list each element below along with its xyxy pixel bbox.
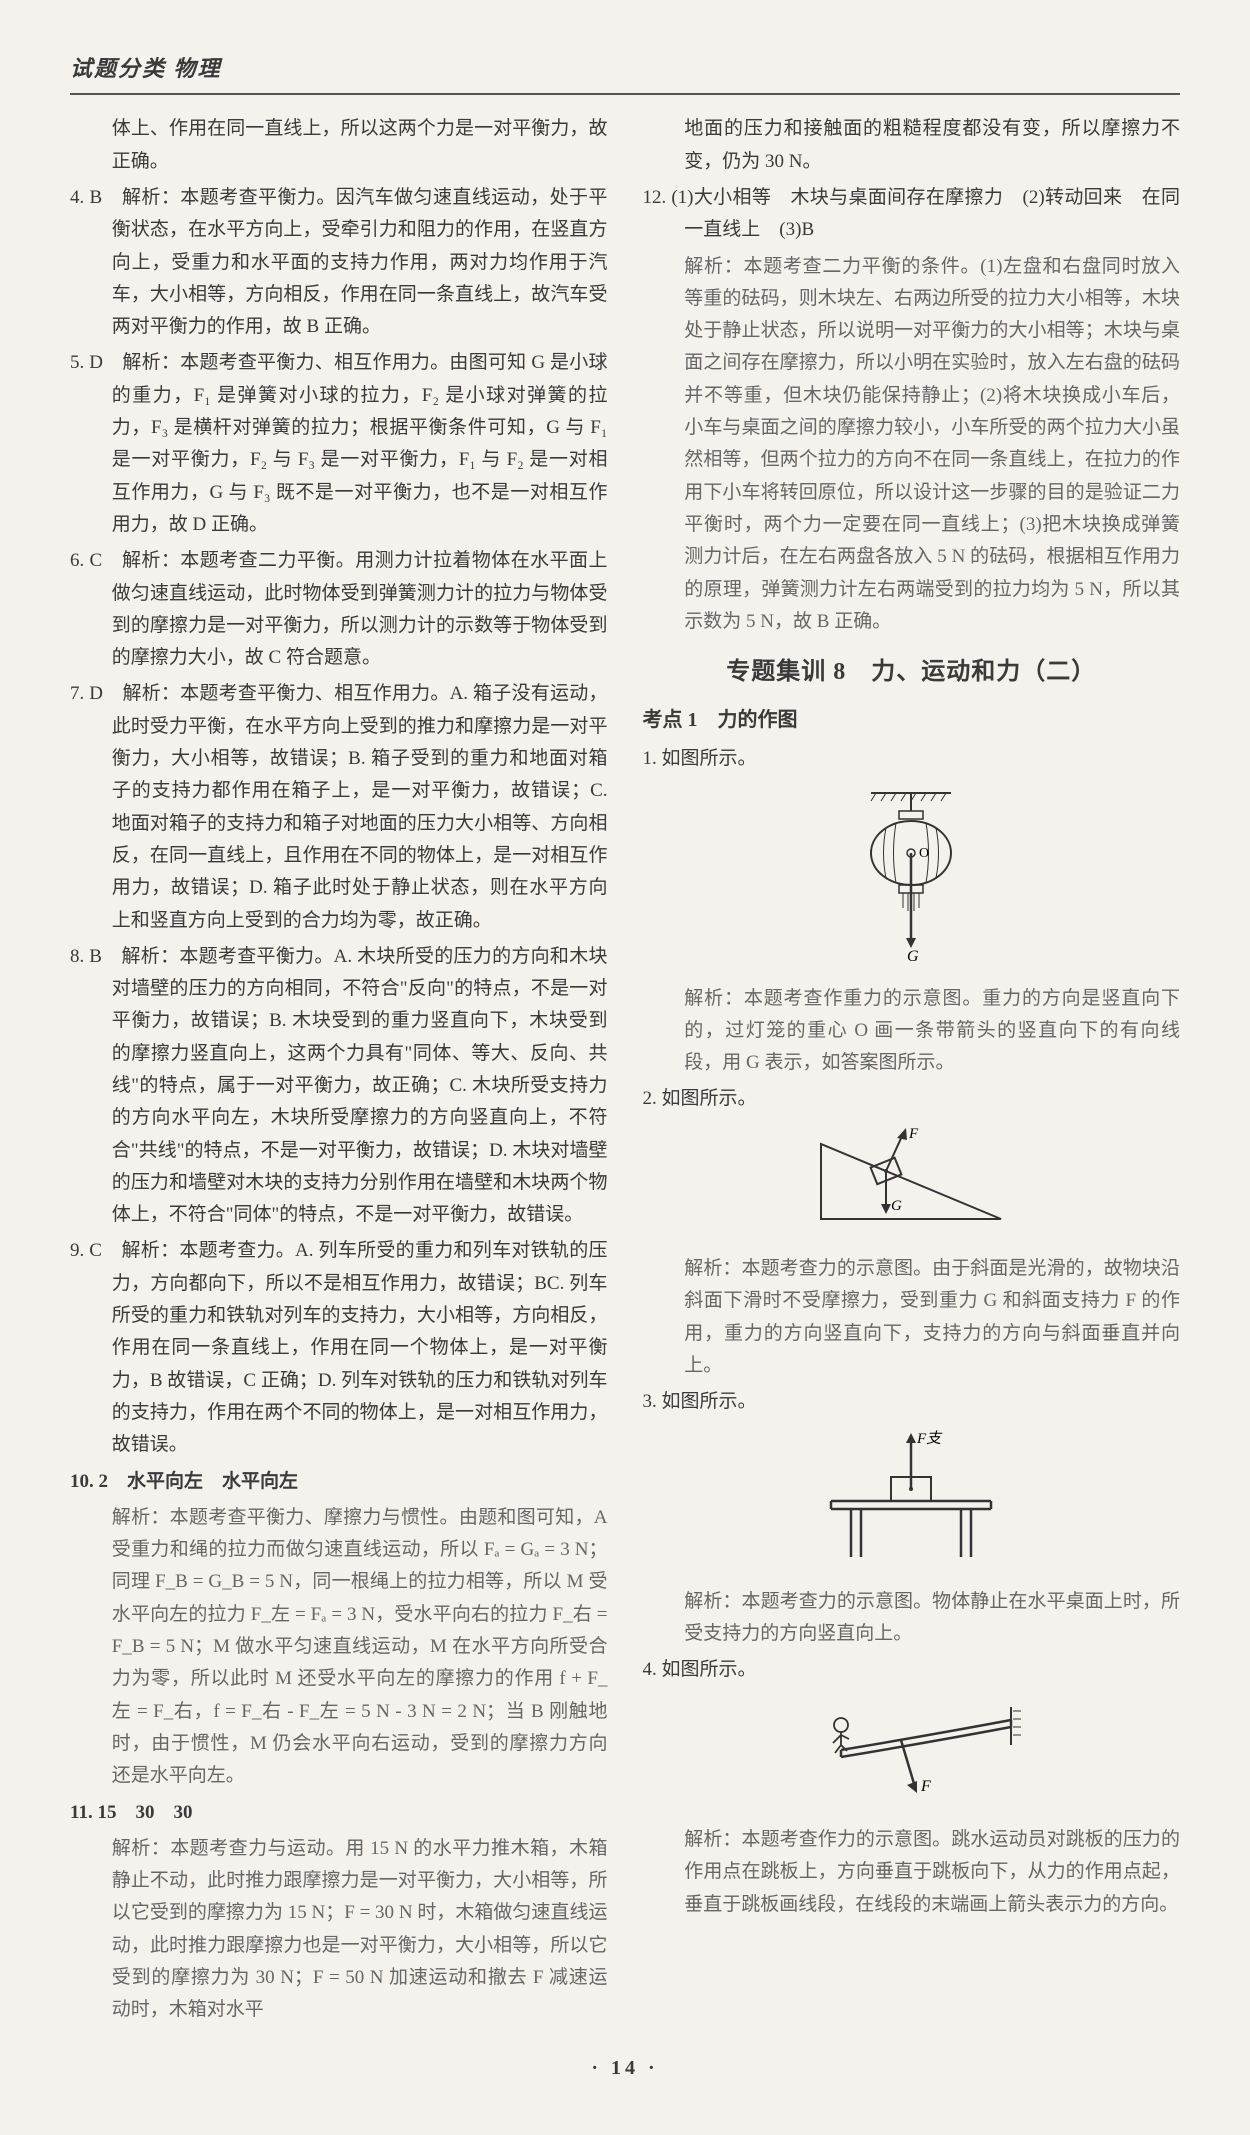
- figure-diving-board: F: [643, 1695, 1181, 1816]
- item-6: 6. C 解析：本题考查二力平衡。用测力计拉着物体在水平面上做匀速直线运动，此时…: [70, 545, 608, 674]
- label-G: G: [907, 948, 919, 963]
- figure-incline: F G: [643, 1124, 1181, 1245]
- kaodian-1: 考点 1 力的作图: [643, 703, 1181, 737]
- item-5: 5. D 解析：本题考查平衡力、相互作用力。由图可知 G 是小球的重力，F₁ 是…: [70, 347, 608, 541]
- right-column: 地面的压力和接触面的粗糙程度都没有变，所以摩擦力不变，仍为 30 N。 12. …: [643, 113, 1181, 2030]
- item-10-analysis: 解析：本题考查平衡力、摩擦力与惯性。由题和图可知，A 受重力和绳的拉力而做匀速直…: [70, 1502, 608, 1793]
- q4: 4. 如图所示。: [643, 1654, 1181, 1686]
- label-F: F: [920, 1778, 931, 1795]
- item-12-answer: 12. (1)大小相等 木块与桌面间存在摩擦力 (2)转动回来 在同一直线上 (…: [643, 182, 1181, 247]
- item-10-answer: 10. 2 水平向左 水平向左: [70, 1466, 608, 1498]
- q3: 3. 如图所示。: [643, 1386, 1181, 1418]
- figure-table: F支: [643, 1427, 1181, 1578]
- item-3-continuation: 体上、作用在同一直线上，所以这两个力是一对平衡力，故正确。: [70, 113, 608, 178]
- section-title: 专题集训 8 力、运动和力（二）: [643, 652, 1181, 693]
- q2-analysis: 解析：本题考查力的示意图。由于斜面是光滑的，故物块沿斜面下滑时不受摩擦力，受到重…: [643, 1253, 1181, 1382]
- item-11-analysis: 解析：本题考查力与运动。用 15 N 的水平力推木箱，木箱静止不动，此时推力跟摩…: [70, 1833, 608, 2027]
- label-O: O: [919, 846, 929, 861]
- item-8: 8. B 解析：本题考查平衡力。A. 木块所受的压力的方向和木块对墙壁的压力的方…: [70, 941, 608, 1232]
- q3-analysis: 解析：本题考查力的示意图。物体静止在水平桌面上时，所受支持力的方向竖直向上。: [643, 1586, 1181, 1651]
- item-12-analysis: 解析：本题考查二力平衡的条件。(1)左盘和右盘同时放入等重的砝码，则木块左、右两…: [643, 251, 1181, 639]
- item-4: 4. B 解析：本题考查平衡力。因汽车做匀速直线运动，处于平衡状态，在水平方向上…: [70, 182, 608, 343]
- q2: 2. 如图所示。: [643, 1083, 1181, 1115]
- item-7: 7. D 解析：本题考查平衡力、相互作用力。A. 箱子没有运动，此时受力平衡，在…: [70, 678, 608, 936]
- q1: 1. 如图所示。: [643, 743, 1181, 775]
- page-header: 试题分类 物理: [70, 50, 1180, 95]
- two-column-layout: 体上、作用在同一直线上，所以这两个力是一对平衡力，故正确。 4. B 解析：本题…: [70, 113, 1180, 2030]
- label-F: F: [908, 1126, 919, 1142]
- item-9: 9. C 解析：本题考查力。A. 列车所受的重力和列车对铁轨的压力，方向都向下，…: [70, 1235, 608, 1461]
- left-column: 体上、作用在同一直线上，所以这两个力是一对平衡力，故正确。 4. B 解析：本题…: [70, 113, 608, 2030]
- q4-analysis: 解析：本题考查作力的示意图。跳水运动员对跳板的压力的作用点在跳板上，方向垂直于跳…: [643, 1824, 1181, 1921]
- item-11-answer: 11. 15 30 30: [70, 1797, 608, 1829]
- q1-analysis: 解析：本题考查作重力的示意图。重力的方向是竖直向下的，过灯笼的重心 O 画一条带…: [643, 983, 1181, 1080]
- item-11-continuation: 地面的压力和接触面的粗糙程度都没有变，所以摩擦力不变，仍为 30 N。: [643, 113, 1181, 178]
- page-number: · 14 ·: [70, 2051, 1180, 2085]
- label-F: F支: [916, 1430, 943, 1447]
- label-G: G: [891, 1198, 902, 1214]
- figure-lantern: O G: [643, 783, 1181, 974]
